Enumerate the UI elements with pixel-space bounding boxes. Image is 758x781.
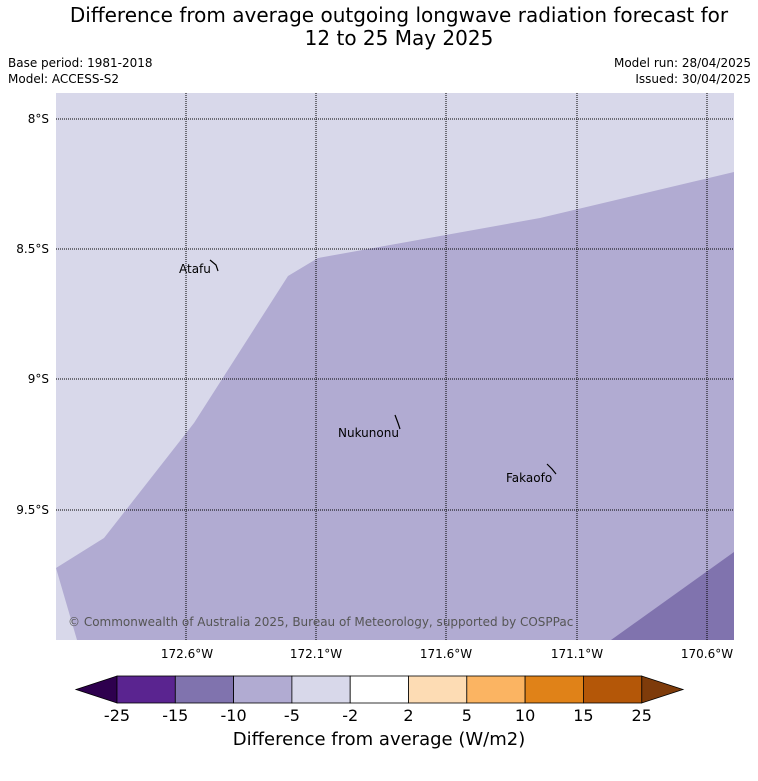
- anomaly-region-strong: [611, 552, 734, 640]
- colorbar-segment: [233, 675, 293, 704]
- colorbar-extend-high: [641, 675, 685, 704]
- lon-label: 171.6°W: [420, 647, 472, 661]
- colorbar-segment: [349, 675, 409, 704]
- latitude-labels: 8°S 8.5°S 9°S 9.5°S: [16, 112, 49, 517]
- longitude-labels: 172.6°W 172.1°W 171.6°W 171.1°W 170.6°W: [161, 647, 733, 661]
- lon-label: 171.1°W: [551, 647, 603, 661]
- base-period: Base period: 1981-2018: [8, 56, 153, 70]
- colorbar-tick-label: -2: [342, 706, 358, 725]
- colorbar-segment: [408, 675, 468, 704]
- atoll-shape: [546, 463, 557, 475]
- atoll-nukunonu: Nukunonu: [338, 414, 401, 440]
- model-run: Model run: 28/04/2025: [613, 56, 751, 70]
- colorbar-segment: [174, 675, 235, 704]
- colorbar-tick-label: -25: [104, 706, 130, 725]
- colorbar-label: Difference from average (W/m2): [232, 729, 526, 750]
- colorbar-segment: [524, 675, 584, 704]
- atoll-shape: [394, 414, 401, 430]
- atoll-shape: [209, 259, 219, 272]
- place-label-atafu: Atafu: [179, 262, 211, 276]
- model-name: Model: ACCESS-S2: [8, 72, 120, 86]
- colorbar-tick-label: 25: [632, 706, 652, 725]
- colorbar: -25 -15 -10 -5 -2 2 5 10 15 25: [74, 675, 685, 725]
- meta-left: Base period: 1981-2018 Model: ACCESS-S2: [8, 55, 153, 87]
- colorbar-tick-label: -15: [162, 706, 188, 725]
- colorbar-segment: [116, 675, 176, 704]
- meta-right: Model run: 28/04/2025 Issued: 30/04/2025: [614, 55, 751, 87]
- lat-label: 9.5°S: [16, 503, 49, 517]
- colorbar-segment: [583, 675, 643, 704]
- colorbar-segment: [291, 675, 351, 704]
- lat-label: 8°S: [28, 112, 49, 126]
- lon-label: 172.6°W: [161, 647, 213, 661]
- lat-label: 8.5°S: [16, 242, 49, 256]
- colorbar-tick-label: 2: [403, 706, 413, 725]
- lat-label: 9°S: [28, 372, 49, 386]
- place-label-nukunonu: Nukunonu: [338, 426, 399, 440]
- colorbar-segment: [466, 675, 526, 704]
- map-panel: 8°S 8.5°S 9°S 9.5°S 172.6°W 172.1°W 171.…: [16, 93, 734, 661]
- colorbar-tick-label: 5: [462, 706, 472, 725]
- issued-date: Issued: 30/04/2025: [635, 72, 751, 86]
- colorbar-tick-label: -5: [284, 706, 300, 725]
- graticule: [56, 93, 734, 640]
- anomaly-region-moderate: [56, 172, 734, 640]
- colorbar-extend-low: [74, 675, 118, 704]
- colorbar-tick-label: 15: [573, 706, 593, 725]
- atoll-atafu: Atafu: [179, 259, 219, 276]
- chart-title: Difference from average outgoing longwav…: [0, 4, 758, 50]
- atoll-fakaofo: Fakaofo: [506, 463, 557, 485]
- place-label-fakaofo: Fakaofo: [506, 471, 552, 485]
- title-line-1: Difference from average outgoing longwav…: [69, 3, 729, 27]
- copyright-notice: © Commonwealth of Australia 2025, Bureau…: [68, 615, 573, 629]
- colorbar-tick-label: -10: [221, 706, 247, 725]
- lon-label: 170.6°W: [681, 647, 733, 661]
- lon-label: 172.1°W: [290, 647, 342, 661]
- colorbar-tick-label: 10: [515, 706, 535, 725]
- title-line-2: 12 to 25 May 2025: [304, 26, 494, 50]
